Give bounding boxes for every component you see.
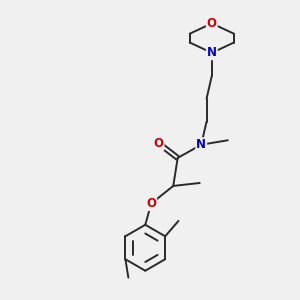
Text: O: O [154, 137, 164, 150]
Text: O: O [146, 197, 156, 210]
Text: O: O [207, 17, 217, 30]
Text: N: N [196, 138, 206, 151]
Text: N: N [207, 46, 217, 59]
